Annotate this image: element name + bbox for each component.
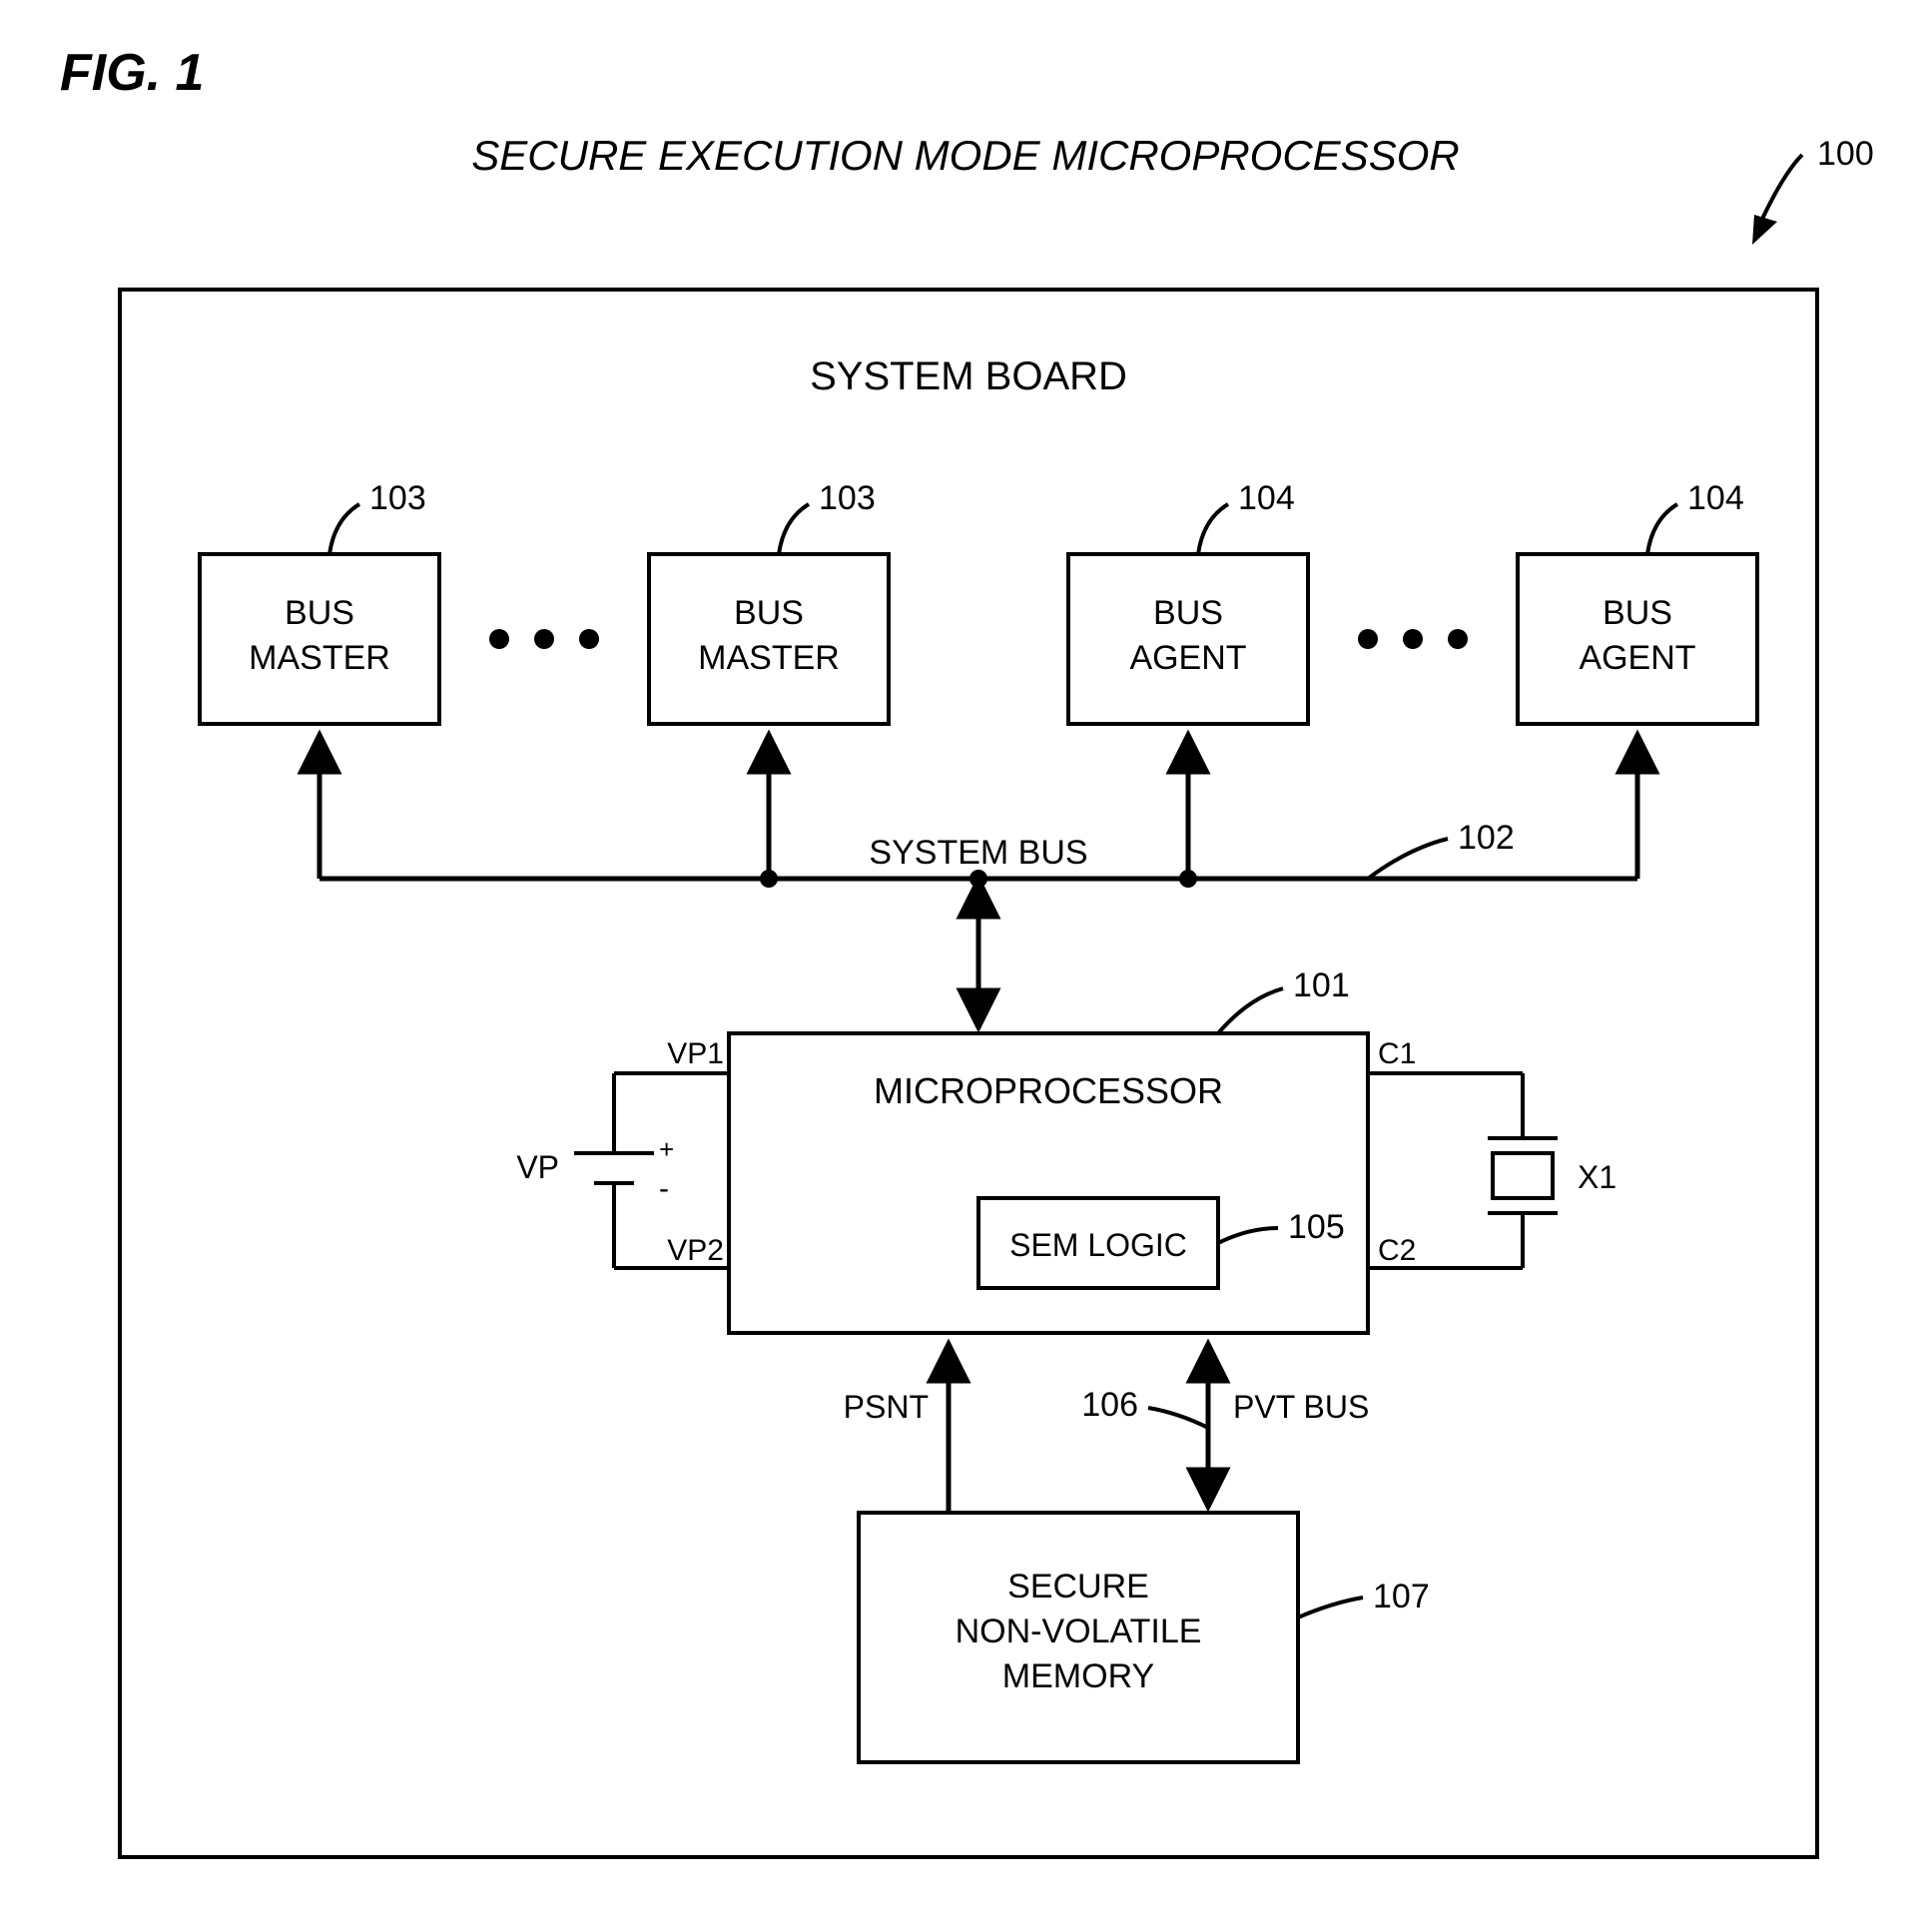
x1-label: X1: [1578, 1159, 1616, 1195]
sem-logic-label: SEM LOGIC: [1009, 1227, 1187, 1263]
bus-master-a-l2: MASTER: [249, 639, 390, 677]
system-board-label: SYSTEM BOARD: [810, 354, 1127, 398]
ellipsis-agents: [1358, 629, 1468, 649]
svg-text:+: +: [659, 1134, 674, 1164]
svg-text:104: 104: [1687, 479, 1744, 517]
ref-100: 100: [1752, 135, 1874, 245]
svg-text:106: 106: [1081, 1386, 1138, 1424]
system-bus-label: SYSTEM BUS: [869, 834, 1087, 872]
bus-agent-b-l2: AGENT: [1579, 639, 1695, 677]
svg-text:104: 104: [1238, 479, 1295, 517]
svg-text:102: 102: [1458, 819, 1515, 857]
bus-master-b-l2: MASTER: [698, 639, 840, 677]
svg-text:103: 103: [819, 479, 876, 517]
bus-agent-a-l1: BUS: [1153, 594, 1223, 632]
secure-memory: SECURE NON-VOLATILE MEMORY: [859, 1513, 1298, 1762]
c1-label: C1: [1378, 1037, 1416, 1070]
bus-agent-a-l2: AGENT: [1129, 639, 1246, 677]
memory-l2: NON-VOLATILE: [956, 1612, 1202, 1650]
vp-label: VP: [516, 1149, 559, 1185]
bus-agent-b: BUS AGENT: [1518, 554, 1757, 724]
microprocessor: MICROPROCESSOR SEM LOGIC: [729, 1033, 1368, 1333]
bus-agent-b-l1: BUS: [1603, 594, 1672, 632]
svg-text:107: 107: [1373, 1578, 1430, 1615]
figure-label: FIG. 1: [60, 44, 204, 102]
svg-text:105: 105: [1288, 1208, 1345, 1246]
ref-100-text: 100: [1817, 135, 1874, 173]
vp1-label: VP1: [667, 1037, 724, 1070]
microprocessor-label: MICROPROCESSOR: [874, 1070, 1223, 1111]
ellipsis-masters: [489, 629, 599, 649]
page-title: SECURE EXECUTION MODE MICROPROCESSOR: [471, 132, 1459, 179]
memory-l1: SECURE: [1007, 1568, 1149, 1606]
pvt-label: PVT BUS: [1233, 1389, 1369, 1425]
bus-master-b-l1: BUS: [734, 594, 804, 632]
c2-label: C2: [1378, 1234, 1416, 1267]
bus-agent-a: BUS AGENT: [1068, 554, 1308, 724]
vp2-label: VP2: [667, 1234, 724, 1267]
bus-master-a-l1: BUS: [285, 594, 354, 632]
bus-master-b: BUS MASTER: [649, 554, 889, 724]
memory-l3: MEMORY: [1002, 1657, 1154, 1695]
svg-text:-: -: [659, 1172, 669, 1205]
svg-text:101: 101: [1293, 966, 1350, 1004]
svg-text:103: 103: [369, 479, 426, 517]
psnt-label: PSNT: [844, 1389, 929, 1425]
bus-master-a: BUS MASTER: [200, 554, 439, 724]
